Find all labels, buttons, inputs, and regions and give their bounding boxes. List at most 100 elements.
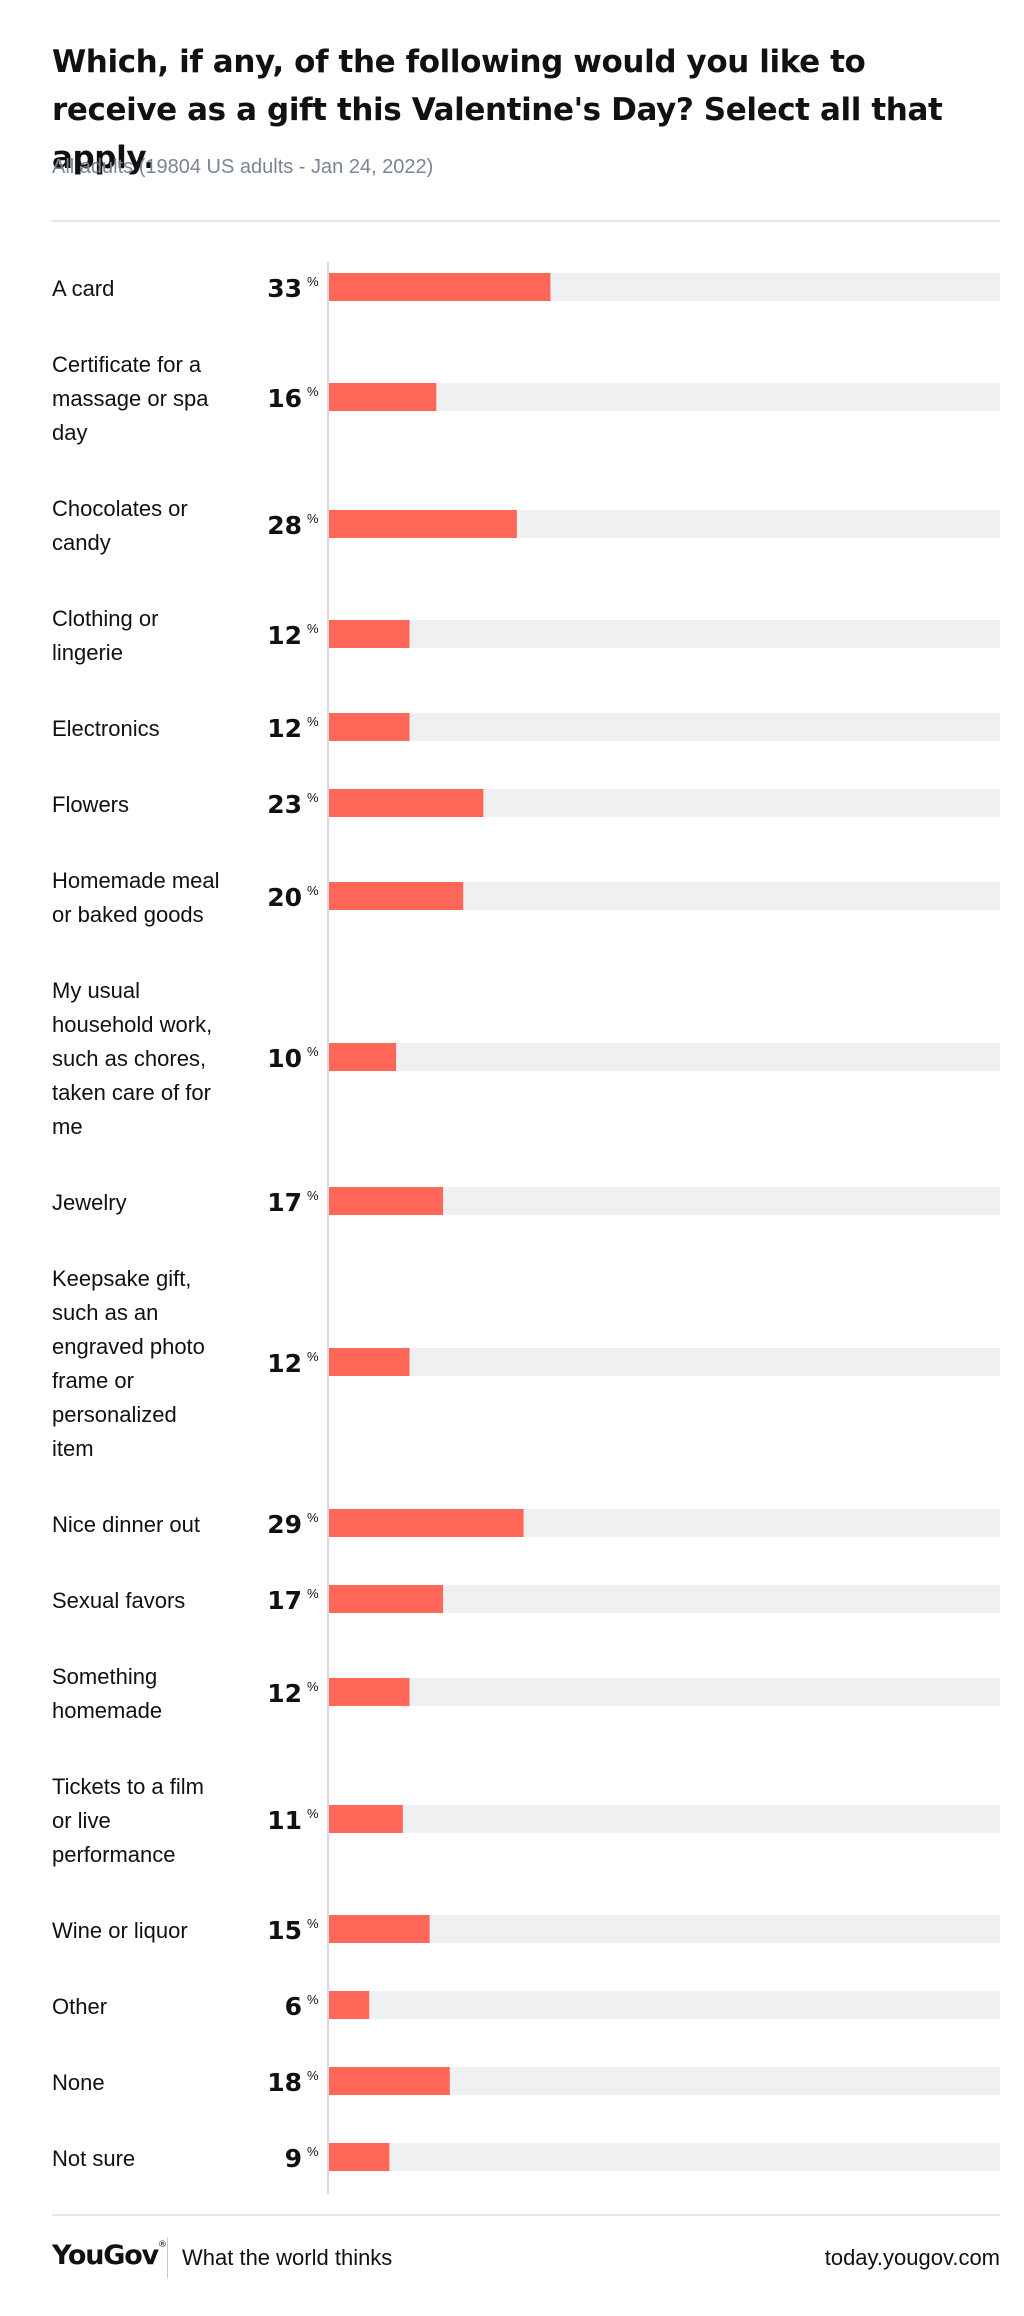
category-label: Certificate for a [52,352,202,377]
category-label: Flowers [52,792,129,817]
bar [329,383,437,411]
value-label: 33 [267,274,302,303]
bar-track [329,713,1000,741]
percent-sign: % [307,1586,319,1601]
bar [329,713,410,741]
category-label: Jewelry [52,1190,127,1215]
category-label: such as an [52,1300,158,1325]
bar [329,882,464,910]
percent-sign: % [307,384,319,399]
category-label: homemade [52,1698,162,1723]
percent-sign: % [307,621,319,636]
bar [329,1585,444,1613]
category-label: massage or spa [52,386,209,411]
category-label: day [52,420,87,445]
bar [329,2143,390,2171]
chart-subtitle: All adults (19804 US adults - Jan 24, 20… [52,156,434,178]
bar [329,620,410,648]
category-label: A card [52,276,114,301]
value-label: 12 [267,1349,302,1378]
value-label: 17 [267,1586,302,1615]
header-divider [52,220,1000,222]
bar-row: Something homemade 12% [52,1664,1000,1723]
category-label: My usual [52,978,140,1003]
bar-row: Jewelry 17% [52,1187,1000,1217]
category-label: Tickets to a film [52,1774,204,1799]
percent-sign: % [307,1916,319,1931]
value-label: 11 [267,1806,302,1835]
bar-track [329,383,1000,411]
category-label: personalized [52,1402,177,1427]
category-label: household work, [52,1012,212,1037]
category-label: Something [52,1664,157,1689]
category-label: frame or [52,1368,134,1393]
value-label: 12 [267,714,302,743]
category-label: taken care of for [52,1080,211,1105]
category-label: Sexual favors [52,1588,185,1613]
percent-sign: % [307,1044,319,1059]
value-label: 15 [267,1916,302,1945]
category-label: Homemade meal [52,868,220,893]
value-label: 20 [267,883,302,912]
chart-title: Which, if any, of the following would yo… [52,44,943,176]
percent-sign: % [307,2144,319,2159]
bar-row: Flowers 23% [52,789,1000,819]
bar-track [329,1915,1000,1943]
category-label: Wine or liquor [52,1918,188,1943]
category-label: lingerie [52,640,123,665]
value-label: 12 [267,621,302,650]
bar-row: Not sure 9% [52,2143,1000,2173]
bar-track [329,1991,1000,2019]
percent-sign: % [307,1349,319,1364]
category-label: or live [52,1808,111,1833]
bar-row: Keepsake gift, such as an engraved photo fr… [52,1266,1000,1461]
bar [329,1348,410,1376]
percent-sign: % [307,1992,319,2007]
percent-sign: % [307,790,319,805]
category-label: Electronics [52,716,160,741]
footer-separator [167,2238,168,2278]
bar-row: Electronics 12% [52,713,1000,743]
category-label: performance [52,1842,176,1867]
bar [329,1043,397,1071]
category-label: item [52,1436,94,1461]
category-label: or baked goods [52,902,204,927]
percent-sign: % [307,511,319,526]
bar [329,2067,450,2095]
bar-row: Other 6% [52,1991,1000,2021]
bar [329,510,517,538]
percent-sign: % [307,1510,319,1525]
bar-row: Wine or liquor 15% [52,1915,1000,1945]
bar-row: None 18% [52,2067,1000,2097]
value-label: 23 [267,790,302,819]
percent-sign: % [307,714,319,729]
yougov-logo[interactable]: YouGov® [52,2240,167,2271]
bar-row: A card 33% [52,273,1000,303]
value-label: 29 [267,1510,302,1539]
category-label: Nice dinner out [52,1512,200,1537]
bar-row: Chocolates or candy 28% [52,496,1000,555]
bar [329,1678,410,1706]
bar [329,1991,370,2019]
category-label: None [52,2070,105,2095]
bar-row: Homemade meal or baked goods 20% [52,868,1000,927]
bar-track [329,620,1000,648]
percent-sign: % [307,1679,319,1694]
bar [329,1915,430,1943]
category-label: me [52,1114,83,1139]
value-label: 6 [285,1992,302,2021]
percent-sign: % [307,2068,319,2083]
footer-url-link[interactable]: today.yougov.com [824,2245,1000,2270]
percent-sign: % [307,1188,319,1203]
category-label: Clothing or [52,606,158,631]
bar-rows: A card 33 % Certificate for a massage or spa… [52,273,1000,2173]
value-label: 12 [267,1679,302,1708]
bar-track [329,1348,1000,1376]
category-label: engraved photo [52,1334,205,1359]
bar-row: Certificate for a massage or spa day 16% [52,352,1000,445]
bar [329,1509,524,1537]
percent-sign: % [307,883,319,898]
footer-divider-line [52,2214,1000,2216]
category-label: Other [52,1994,107,2019]
value-label: 18 [267,2068,302,2097]
